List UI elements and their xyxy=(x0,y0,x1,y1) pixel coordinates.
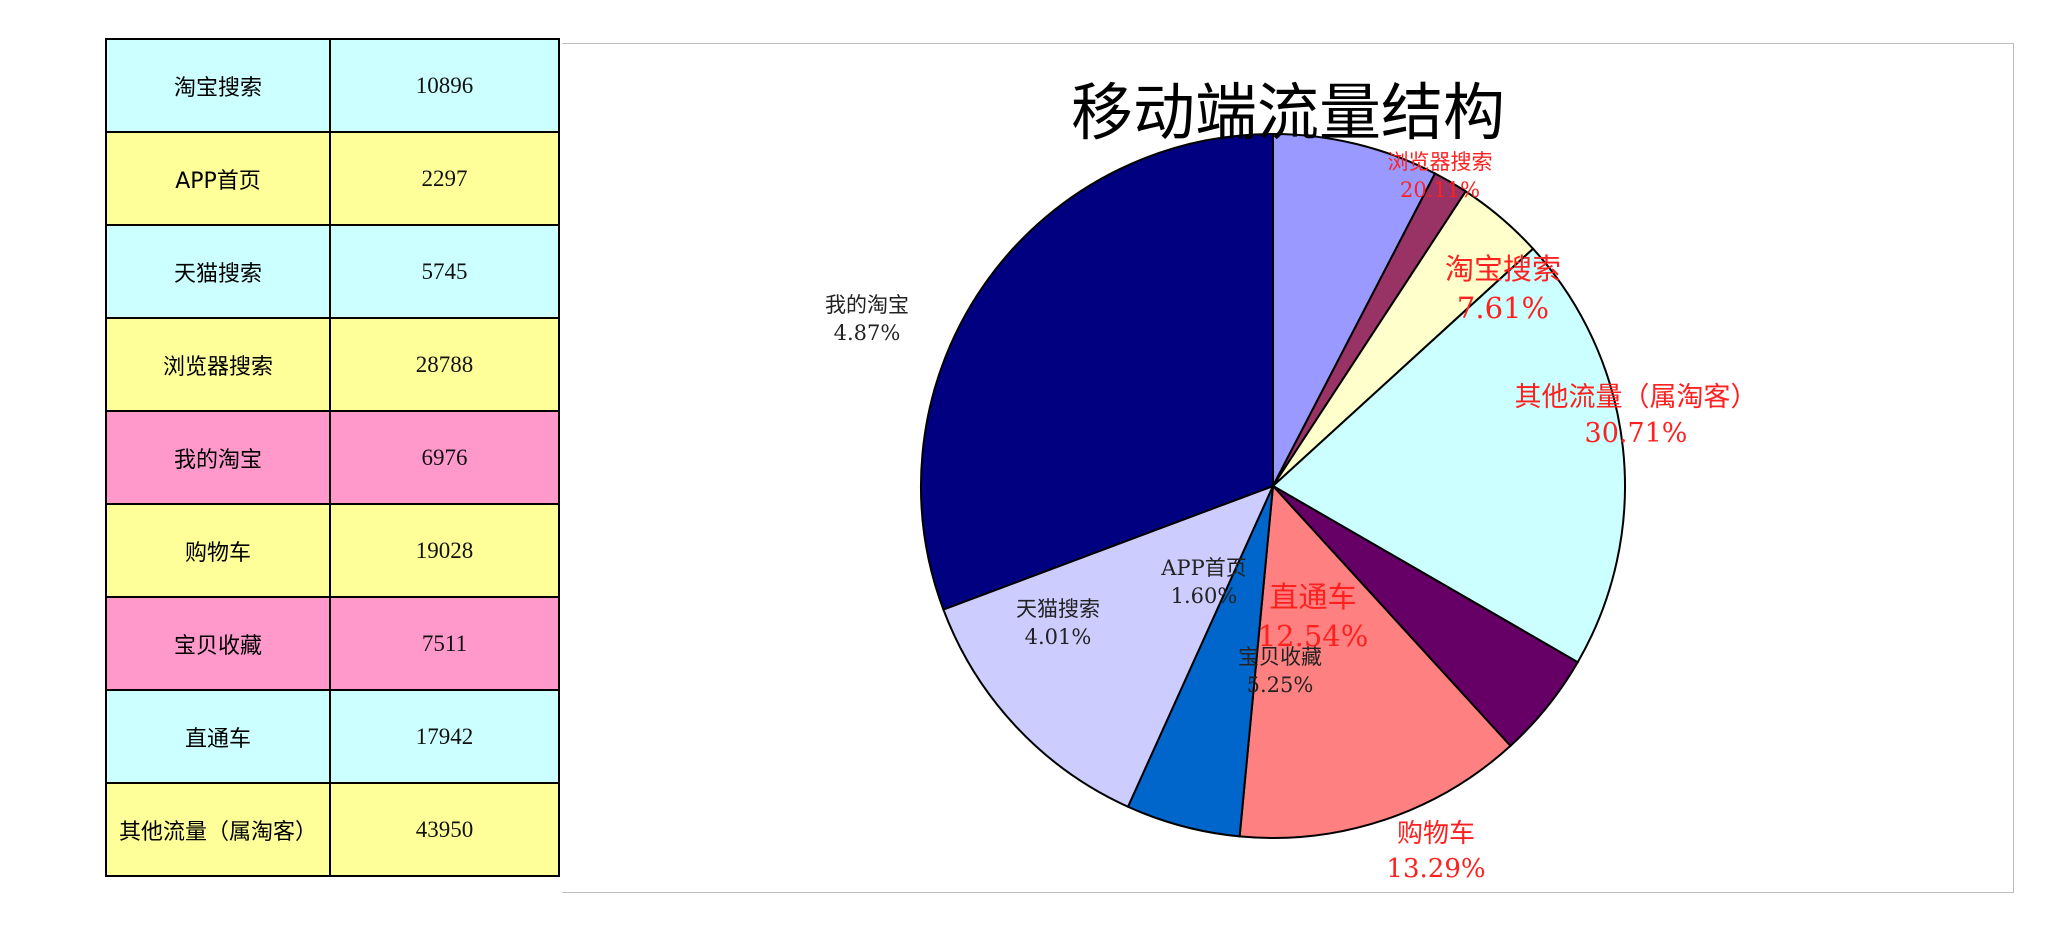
row-value: 43950 xyxy=(329,782,560,877)
data-label-percent: 12.54% xyxy=(1257,619,1369,654)
data-label-percent: 1.60% xyxy=(1170,584,1238,609)
row-value: 10896 xyxy=(329,38,560,133)
pie-slice-8 xyxy=(920,132,1274,611)
row-name: 天猫搜索 xyxy=(105,224,331,319)
data-label-category: 购物车 xyxy=(1396,819,1476,849)
row-value: 17942 xyxy=(329,689,560,784)
data-label-category: 天猫搜索 xyxy=(1016,597,1100,621)
data-label-category: 其他流量（属淘客） xyxy=(1514,382,1758,413)
data-label-category: 浏览器搜索 xyxy=(1387,150,1493,174)
data-label-percent: 4.01% xyxy=(1024,625,1092,650)
data-label: 天猫搜索 4.01% xyxy=(1016,595,1100,652)
pie-slice-0 xyxy=(1272,132,1437,487)
row-value: 2297 xyxy=(329,131,560,226)
data-label: 我的淘宝 4.87% xyxy=(825,291,909,348)
table-row: APP首页 2297 xyxy=(105,131,560,226)
table-row: 我的淘宝 6976 xyxy=(105,410,560,505)
data-label: 直通车 12.54% xyxy=(1258,578,1369,656)
row-name: 淘宝搜索 xyxy=(105,38,331,133)
data-label-percent: 5.25% xyxy=(1246,673,1314,698)
data-label-category: 直通车 xyxy=(1269,580,1357,614)
row-name: APP首页 xyxy=(105,131,331,226)
row-value: 7511 xyxy=(329,596,560,691)
data-label-category: 宝贝收藏 xyxy=(1238,645,1322,669)
data-label: APP首页 1.60% xyxy=(1161,554,1246,611)
row-name: 其他流量（属淘客） xyxy=(105,782,331,877)
data-label-percent: 4.87% xyxy=(833,321,901,346)
row-value: 19028 xyxy=(329,503,560,598)
data-label-percent: 20.11% xyxy=(1399,178,1481,203)
row-value: 28788 xyxy=(329,317,560,412)
data-label: 购物车 13.29% xyxy=(1386,817,1485,887)
row-name: 直通车 xyxy=(105,689,331,784)
table-row: 直通车 17942 xyxy=(105,689,560,784)
table-row: 宝贝收藏 7511 xyxy=(105,596,560,691)
row-value: 5745 xyxy=(329,224,560,319)
data-label: 淘宝搜索 7.61% xyxy=(1445,250,1561,328)
pie-slice-7 xyxy=(942,484,1275,809)
row-name: 我的淘宝 xyxy=(105,410,331,505)
data-label-percent: 30.71% xyxy=(1584,418,1688,450)
chart-area xyxy=(562,43,2014,893)
data-label-category: 我的淘宝 xyxy=(825,293,909,317)
table-row: 浏览器搜索 28788 xyxy=(105,317,560,412)
data-label: 宝贝收藏 5.25% xyxy=(1238,643,1322,700)
data-label-category: APP首页 xyxy=(1161,556,1247,580)
table-row: 天猫搜索 5745 xyxy=(105,224,560,319)
table-row: 其他流量（属淘客） 43950 xyxy=(105,782,560,877)
row-value: 6976 xyxy=(329,410,560,505)
data-label: 浏览器搜索 20.11% xyxy=(1388,148,1493,205)
pie-slice-3 xyxy=(1271,247,1626,664)
data-label-percent: 7.61% xyxy=(1456,291,1550,326)
chart-title: 移动端流量结构 xyxy=(1070,76,1506,149)
table-row: 淘宝搜索 10896 xyxy=(105,38,560,133)
data-label: 其他流量（属淘客） 30.71% xyxy=(1515,380,1758,453)
pie-slice-5 xyxy=(1238,483,1512,839)
data-table: 淘宝搜索 10896 APP首页 2297 天猫搜索 5745 浏览器搜索 28788 我的淘宝… xyxy=(105,38,560,877)
data-label-category: 淘宝搜索 xyxy=(1444,252,1562,286)
row-name: 浏览器搜索 xyxy=(105,317,331,412)
row-name: 宝贝收藏 xyxy=(105,596,331,691)
data-label-percent: 13.29% xyxy=(1386,854,1486,885)
table-row: 购物车 19028 xyxy=(105,503,560,598)
row-name: 购物车 xyxy=(105,503,331,598)
